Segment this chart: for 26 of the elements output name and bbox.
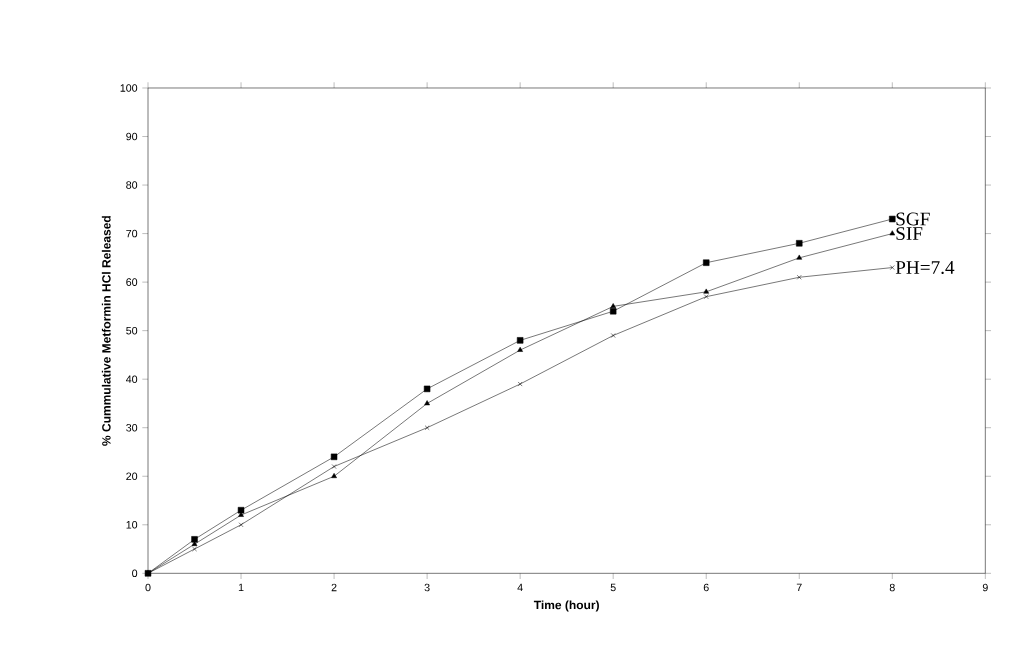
x-axis-title: Time (hour) xyxy=(533,600,599,612)
x-tick-label: 6 xyxy=(703,583,709,592)
y-tick-label: 0 xyxy=(132,569,138,578)
series-label: SIF xyxy=(896,227,923,241)
series-label: PH=7.4 xyxy=(895,261,955,275)
y-tick-label: 50 xyxy=(126,326,138,335)
y-tick-label: 40 xyxy=(125,375,138,383)
x-tick-label: 8 xyxy=(889,583,895,592)
y-tick-label: 10 xyxy=(126,521,138,529)
y-tick-label: 100 xyxy=(120,84,138,92)
x-tick-label: 9 xyxy=(982,583,988,592)
x-tick-label: 7 xyxy=(796,583,802,592)
x-tick-label: 3 xyxy=(424,583,430,592)
x-tick-label: 0 xyxy=(145,583,151,592)
y-tick-label: 60 xyxy=(126,278,138,286)
x-tick-label: 2 xyxy=(331,583,337,592)
y-tick-label: 20 xyxy=(126,472,138,481)
x-tick-label: 4 xyxy=(517,583,523,592)
x-tick-label: 5 xyxy=(610,583,616,592)
y-tick-label: 30 xyxy=(126,423,138,432)
y-tick-label: 90 xyxy=(126,132,138,141)
x-tick-label: 1 xyxy=(238,583,244,592)
y-axis-title: % Cummulative Metformin HCl Released xyxy=(101,216,111,446)
y-tick-label: 70 xyxy=(126,229,138,238)
series-label: SGF xyxy=(896,212,930,226)
y-tick-label: 80 xyxy=(126,181,138,189)
